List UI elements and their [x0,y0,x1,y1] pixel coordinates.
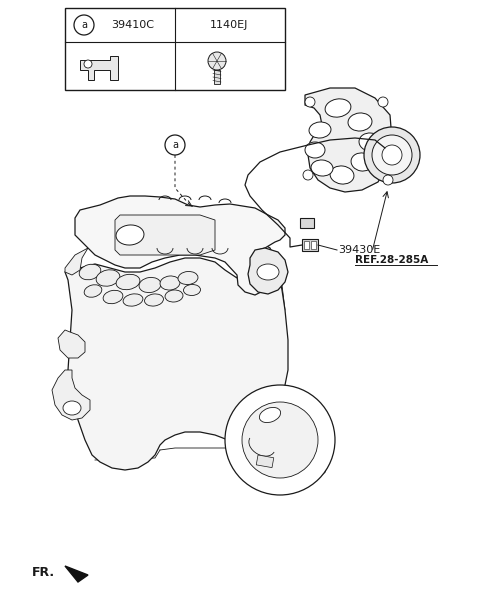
Ellipse shape [183,284,201,295]
Polygon shape [248,248,288,294]
Ellipse shape [309,122,331,138]
Bar [65,8,285,90]
Polygon shape [65,566,88,582]
Circle shape [74,15,94,35]
Circle shape [382,145,402,165]
Ellipse shape [359,133,381,151]
Circle shape [84,60,92,68]
Circle shape [364,127,420,183]
Ellipse shape [311,160,333,176]
Text: 39410C: 39410C [111,20,155,30]
Bar [214,70,220,84]
Polygon shape [52,370,90,420]
Circle shape [242,402,318,478]
Polygon shape [115,215,215,255]
Circle shape [165,135,185,155]
Ellipse shape [178,271,198,284]
Ellipse shape [84,284,102,297]
Ellipse shape [348,113,372,131]
Bar [302,239,318,251]
Text: FR.: FR. [32,565,55,579]
Ellipse shape [123,294,143,306]
Ellipse shape [257,264,279,280]
Bar [304,241,309,249]
Ellipse shape [325,99,351,117]
Circle shape [383,175,393,185]
Polygon shape [80,56,118,80]
Polygon shape [65,240,328,480]
Ellipse shape [63,401,81,415]
Polygon shape [65,248,88,275]
Text: 1140EJ: 1140EJ [210,20,248,30]
Text: REF.28-285A: REF.28-285A [355,255,428,265]
Bar [300,218,314,228]
Ellipse shape [116,274,140,290]
Circle shape [305,97,315,107]
Ellipse shape [144,294,164,306]
Ellipse shape [305,142,325,158]
Bar [311,241,316,249]
Circle shape [225,385,335,495]
Ellipse shape [116,225,144,245]
Ellipse shape [351,153,373,171]
Polygon shape [58,330,85,358]
Ellipse shape [330,166,354,184]
Circle shape [208,52,226,70]
Ellipse shape [96,270,120,286]
Circle shape [303,170,313,180]
Ellipse shape [103,291,123,304]
Ellipse shape [160,276,180,290]
Text: a: a [172,140,178,150]
Ellipse shape [79,264,101,280]
Bar [256,455,274,467]
Text: a: a [81,20,87,30]
Ellipse shape [165,290,183,302]
Circle shape [378,97,388,107]
Circle shape [372,135,412,175]
Polygon shape [75,196,285,295]
Ellipse shape [139,277,161,292]
Text: 39430E: 39430E [338,245,380,255]
Polygon shape [305,88,392,192]
Ellipse shape [259,408,281,423]
